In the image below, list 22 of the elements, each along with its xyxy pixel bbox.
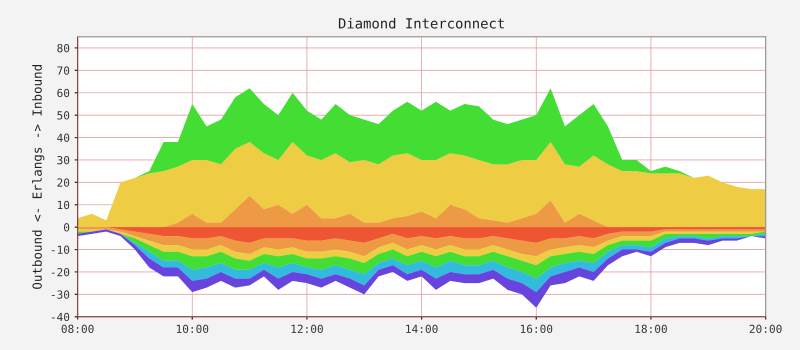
y-tick-label: 20 <box>57 178 70 187</box>
y-tick-label: -10 <box>52 246 70 254</box>
chart-title: Diamond Interconnect <box>338 18 504 29</box>
x-tick-label: 10:00 <box>176 324 208 334</box>
x-tick-label: 20:00 <box>750 324 782 334</box>
x-tick-label: 08:00 <box>62 324 94 334</box>
y-tick-label: 50 <box>57 111 70 120</box>
x-tick-label: 12:00 <box>292 324 323 334</box>
y-tick-label: 40 <box>57 134 70 142</box>
x-tick-label: 14:00 <box>406 324 438 334</box>
y-tick-label: 30 <box>57 156 70 164</box>
y-tick-label: -20 <box>52 268 70 276</box>
y-tick-label: -40 <box>52 312 70 322</box>
x-tick-label: 16:00 <box>520 324 552 334</box>
y-tick-label: 0 <box>64 223 70 232</box>
y-tick-label: -30 <box>52 290 70 299</box>
y-tick-label: 10 <box>58 200 70 210</box>
y-axis-title: Outbound <- Erlangs -> Inbound <box>32 65 44 289</box>
y-tick-label: 80 <box>57 44 70 52</box>
x-tick-label: 18:00 <box>636 324 667 334</box>
y-tick-label: 70 <box>57 66 70 75</box>
y-tick-label: 60 <box>57 88 70 98</box>
